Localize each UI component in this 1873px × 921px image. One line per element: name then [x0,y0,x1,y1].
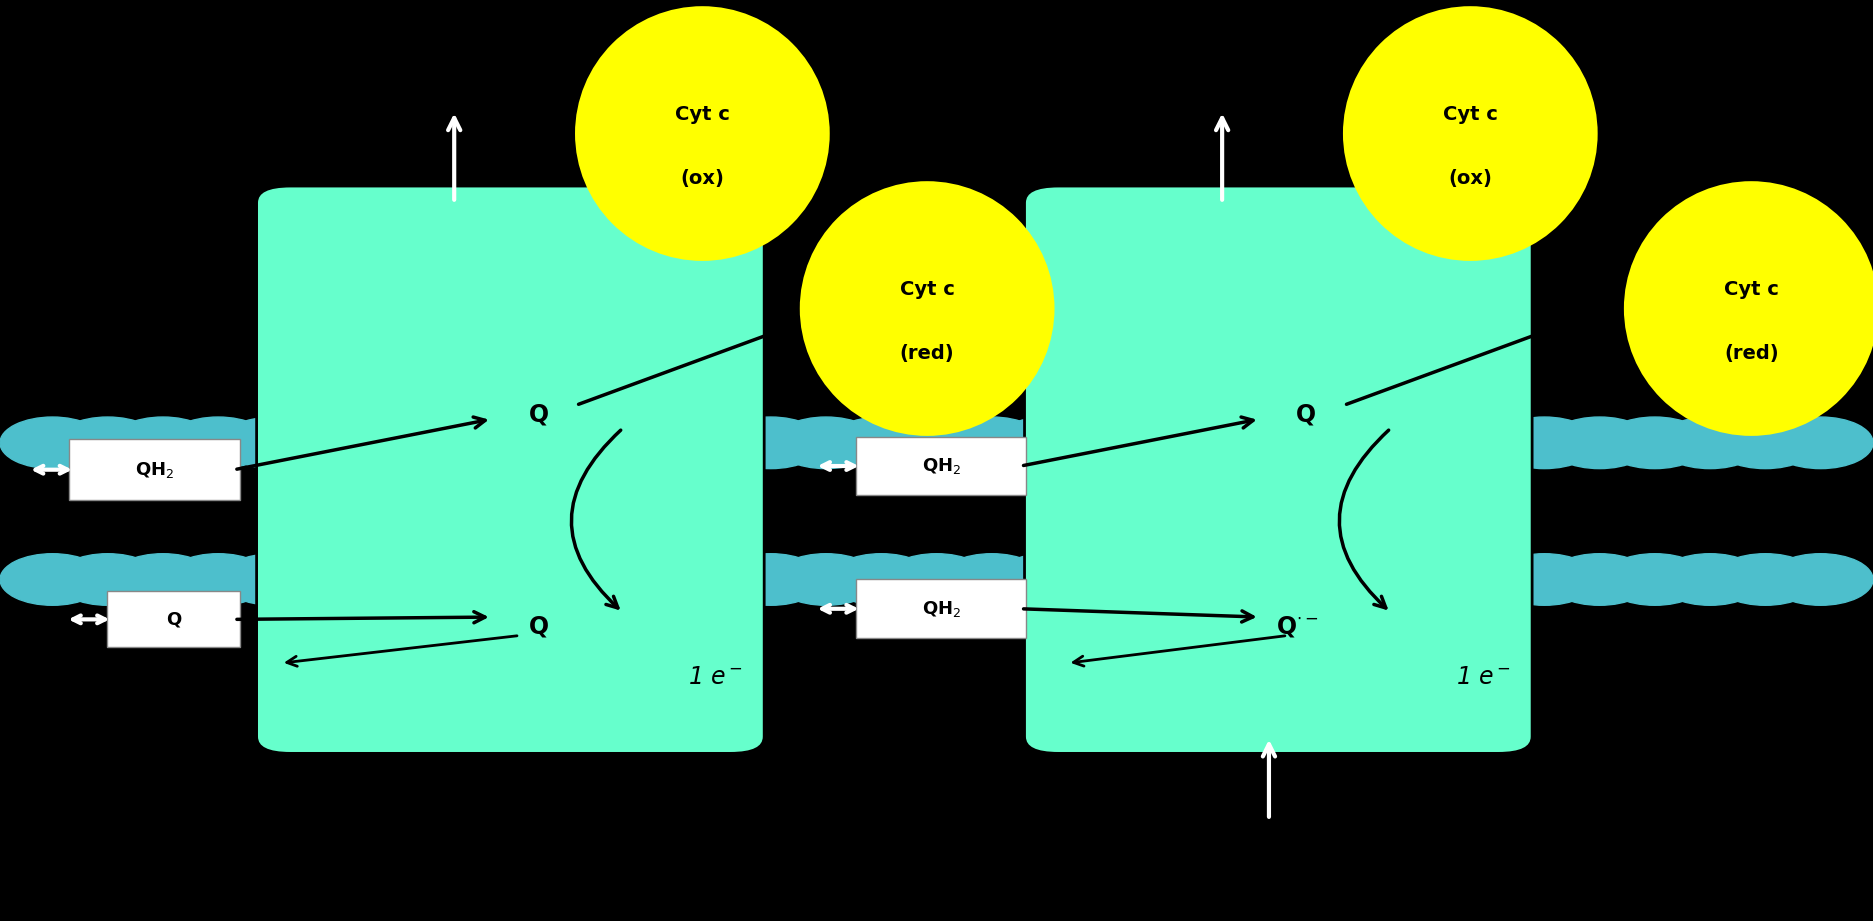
Circle shape [1326,554,1431,605]
FancyBboxPatch shape [856,579,1026,638]
Circle shape [1105,417,1210,469]
Circle shape [663,417,768,469]
Text: Q: Q [1296,402,1317,426]
Circle shape [0,554,105,605]
Circle shape [386,417,491,469]
Circle shape [442,554,547,605]
Circle shape [111,417,215,469]
Circle shape [496,554,601,605]
Circle shape [1658,554,1762,605]
Text: Cyt c: Cyt c [899,280,955,299]
Circle shape [277,554,382,605]
Circle shape [1049,554,1154,605]
Ellipse shape [1624,181,1873,436]
Circle shape [1547,554,1652,605]
Circle shape [774,554,878,605]
FancyBboxPatch shape [856,437,1026,495]
Circle shape [1270,554,1375,605]
Circle shape [1601,417,1706,469]
Circle shape [663,554,768,605]
Text: (ox): (ox) [680,169,725,188]
Circle shape [1437,554,1541,605]
Circle shape [938,554,1045,605]
Circle shape [1491,417,1596,469]
Text: (red): (red) [899,344,955,363]
Circle shape [1159,417,1264,469]
FancyBboxPatch shape [69,439,240,500]
Text: QH$_2$: QH$_2$ [922,456,961,476]
Circle shape [1658,417,1762,469]
Circle shape [717,554,822,605]
Text: Q$^{\cdot -}$: Q$^{\cdot -}$ [1276,613,1319,639]
Circle shape [1216,417,1320,469]
Circle shape [1270,417,1375,469]
Circle shape [332,417,436,469]
Circle shape [1712,417,1817,469]
Circle shape [1601,554,1706,605]
Circle shape [717,417,822,469]
Circle shape [1380,554,1485,605]
FancyBboxPatch shape [107,591,240,647]
Circle shape [1216,554,1320,605]
Circle shape [938,417,1045,469]
Circle shape [774,417,878,469]
Circle shape [167,554,270,605]
Circle shape [167,417,270,469]
Ellipse shape [575,6,830,261]
Circle shape [332,554,436,605]
Circle shape [609,554,712,605]
Text: Q: Q [165,611,182,628]
Circle shape [386,554,491,605]
Text: 1 e$^-$: 1 e$^-$ [1455,665,1512,689]
Circle shape [1712,554,1817,605]
Text: Cyt c: Cyt c [1723,280,1779,299]
Text: Cyt c: Cyt c [1442,105,1498,124]
Circle shape [277,417,382,469]
Circle shape [111,554,215,605]
Text: QH$_2$: QH$_2$ [135,460,174,480]
Circle shape [1547,417,1652,469]
Circle shape [1768,554,1873,605]
Text: Q: Q [528,614,549,638]
Circle shape [553,417,657,469]
Circle shape [442,417,547,469]
Circle shape [1105,554,1210,605]
Circle shape [995,417,1099,469]
Circle shape [1491,554,1596,605]
Text: 1 e$^-$: 1 e$^-$ [1620,227,1674,251]
Circle shape [1768,417,1873,469]
Circle shape [884,554,989,605]
Circle shape [830,554,933,605]
Text: Q: Q [528,402,549,426]
Circle shape [1159,554,1264,605]
FancyBboxPatch shape [257,186,764,753]
Circle shape [830,417,933,469]
Text: 1 e$^-$: 1 e$^-$ [852,227,907,251]
Circle shape [1380,417,1485,469]
Circle shape [56,417,159,469]
Ellipse shape [800,181,1054,436]
Circle shape [884,417,989,469]
Circle shape [1326,417,1431,469]
Circle shape [995,554,1099,605]
Circle shape [496,417,601,469]
Circle shape [1049,417,1154,469]
Text: QH$_2$: QH$_2$ [922,599,961,619]
Text: (red): (red) [1723,344,1779,363]
Circle shape [1437,417,1541,469]
Circle shape [609,417,712,469]
Text: (ox): (ox) [1448,169,1493,188]
Circle shape [221,417,326,469]
Circle shape [553,554,657,605]
Circle shape [221,554,326,605]
Circle shape [56,554,159,605]
Text: 1 e$^-$: 1 e$^-$ [687,665,744,689]
FancyBboxPatch shape [1025,186,1532,753]
Circle shape [0,417,105,469]
Ellipse shape [1343,6,1598,261]
Text: Cyt c: Cyt c [674,105,730,124]
